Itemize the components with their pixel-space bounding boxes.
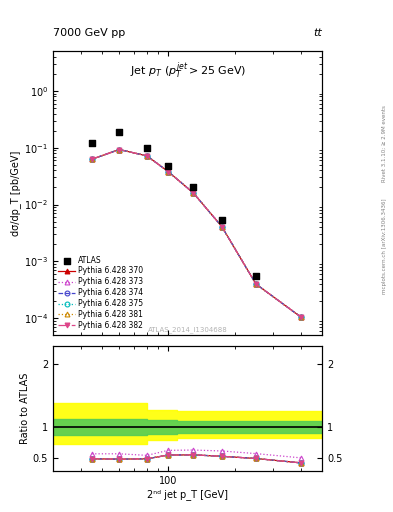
Line: Pythia 6.428 374: Pythia 6.428 374: [90, 147, 303, 319]
Pythia 6.428 374: [117, 146, 122, 153]
Pythia 6.428 381: [219, 224, 224, 230]
Pythia 6.428 370: [219, 224, 224, 230]
Pythia 6.428 375: [299, 314, 303, 320]
Pythia 6.428 381: [299, 314, 303, 320]
Pythia 6.428 373: [145, 153, 149, 159]
Pythia 6.428 374: [191, 190, 196, 196]
ATLAS: [116, 128, 123, 136]
ATLAS: [144, 144, 150, 153]
Pythia 6.428 370: [90, 156, 94, 162]
Pythia 6.428 382: [117, 146, 122, 153]
Text: tt: tt: [314, 28, 322, 38]
X-axis label: 2ⁿᵈ jet p_T [GeV]: 2ⁿᵈ jet p_T [GeV]: [147, 488, 228, 500]
ATLAS: [89, 139, 95, 147]
ATLAS: [253, 272, 259, 280]
Y-axis label: Ratio to ATLAS: Ratio to ATLAS: [20, 373, 30, 444]
Pythia 6.428 373: [219, 224, 224, 230]
Pythia 6.428 373: [191, 190, 196, 196]
Pythia 6.428 382: [253, 281, 258, 287]
Pythia 6.428 373: [299, 314, 303, 320]
Line: Pythia 6.428 382: Pythia 6.428 382: [90, 147, 303, 319]
Line: Pythia 6.428 370: Pythia 6.428 370: [90, 147, 303, 319]
Line: Pythia 6.428 375: Pythia 6.428 375: [90, 147, 303, 319]
Pythia 6.428 373: [166, 168, 171, 175]
Pythia 6.428 381: [253, 281, 258, 287]
Pythia 6.428 375: [145, 153, 149, 159]
Text: ATLAS_2014_I1304688: ATLAS_2014_I1304688: [148, 326, 228, 332]
Pythia 6.428 375: [253, 281, 258, 287]
Pythia 6.428 374: [253, 281, 258, 287]
Pythia 6.428 370: [191, 190, 196, 196]
Text: 7000 GeV pp: 7000 GeV pp: [53, 28, 125, 38]
Pythia 6.428 381: [117, 146, 122, 153]
Y-axis label: dσ/dp_T [pb/GeV]: dσ/dp_T [pb/GeV]: [10, 151, 21, 236]
Pythia 6.428 370: [117, 146, 122, 153]
Pythia 6.428 370: [299, 314, 303, 320]
Pythia 6.428 382: [219, 224, 224, 230]
Pythia 6.428 381: [90, 156, 94, 162]
Pythia 6.428 382: [90, 156, 94, 162]
Pythia 6.428 375: [117, 146, 122, 153]
Pythia 6.428 375: [191, 190, 196, 196]
Legend: ATLAS, Pythia 6.428 370, Pythia 6.428 373, Pythia 6.428 374, Pythia 6.428 375, P: ATLAS, Pythia 6.428 370, Pythia 6.428 37…: [57, 254, 145, 332]
Pythia 6.428 381: [166, 168, 171, 175]
Line: Pythia 6.428 381: Pythia 6.428 381: [90, 147, 303, 319]
Pythia 6.428 370: [166, 168, 171, 175]
Pythia 6.428 373: [90, 156, 94, 162]
Pythia 6.428 374: [299, 314, 303, 320]
Pythia 6.428 374: [219, 224, 224, 230]
Text: Jet $p_T$ ($p_T^{jet}>25$ GeV): Jet $p_T$ ($p_T^{jet}>25$ GeV): [130, 60, 246, 80]
Pythia 6.428 375: [166, 168, 171, 175]
ATLAS: [298, 352, 304, 360]
Pythia 6.428 375: [90, 156, 94, 162]
ATLAS: [219, 216, 225, 224]
Pythia 6.428 370: [145, 153, 149, 159]
ATLAS: [190, 183, 196, 191]
Pythia 6.428 374: [166, 168, 171, 175]
Pythia 6.428 374: [90, 156, 94, 162]
Text: mcplots.cern.ch [arXiv:1306.3436]: mcplots.cern.ch [arXiv:1306.3436]: [382, 198, 387, 293]
ATLAS: [165, 162, 171, 170]
Pythia 6.428 370: [253, 281, 258, 287]
Pythia 6.428 382: [145, 153, 149, 159]
Pythia 6.428 382: [166, 168, 171, 175]
Pythia 6.428 374: [145, 153, 149, 159]
Line: Pythia 6.428 373: Pythia 6.428 373: [90, 147, 303, 319]
Pythia 6.428 375: [219, 224, 224, 230]
Pythia 6.428 373: [117, 146, 122, 153]
Pythia 6.428 382: [299, 314, 303, 320]
Pythia 6.428 381: [191, 190, 196, 196]
Pythia 6.428 382: [191, 190, 196, 196]
Text: Rivet 3.1.10; ≥ 2.9M events: Rivet 3.1.10; ≥ 2.9M events: [382, 105, 387, 182]
Pythia 6.428 381: [145, 153, 149, 159]
Pythia 6.428 373: [253, 281, 258, 287]
